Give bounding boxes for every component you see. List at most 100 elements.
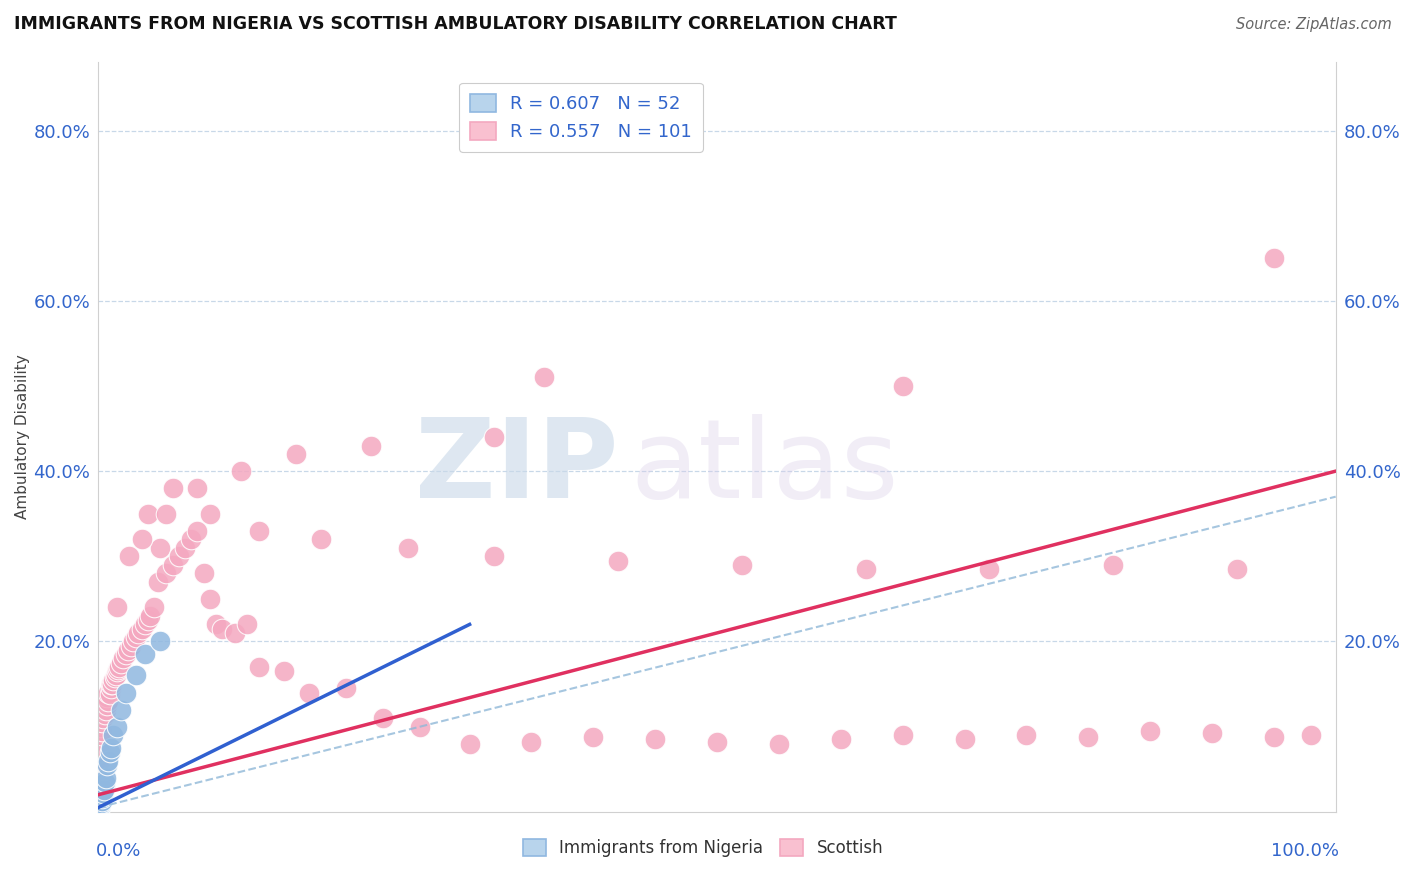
Point: [91, 788, 114, 802]
Point: [91, 706, 114, 721]
Point: [108, 660, 131, 674]
Point: [309, 533, 332, 547]
Point: [105, 664, 128, 678]
Point: [91, 789, 114, 803]
Point: [96, 698, 118, 713]
Point: [146, 574, 169, 589]
Point: [706, 735, 728, 749]
Point: [90, 720, 112, 734]
Point: [91, 790, 114, 805]
Point: [186, 524, 208, 538]
Point: [131, 533, 153, 547]
Point: [247, 524, 270, 538]
Point: [91, 787, 114, 801]
Point: [89, 797, 111, 812]
Point: [110, 702, 132, 716]
Point: [136, 507, 159, 521]
Point: [143, 600, 166, 615]
Point: [731, 558, 754, 572]
Point: [96, 690, 118, 704]
Point: [124, 668, 146, 682]
Point: [114, 647, 136, 661]
Text: atlas: atlas: [630, 414, 898, 521]
Point: [98, 745, 121, 759]
Point: [98, 687, 121, 701]
Point: [484, 430, 506, 444]
Point: [120, 639, 142, 653]
Point: [100, 677, 122, 691]
Point: [103, 728, 125, 742]
Point: [396, 541, 419, 555]
Point: [89, 754, 111, 768]
Point: [90, 796, 112, 810]
Point: [97, 685, 120, 699]
Point: [155, 507, 177, 521]
Point: [89, 798, 111, 813]
Point: [124, 630, 146, 644]
Legend: R = 0.607   N = 52, R = 0.557   N = 101: R = 0.607 N = 52, R = 0.557 N = 101: [460, 83, 703, 153]
Point: [93, 698, 115, 713]
Point: [174, 541, 197, 555]
Point: [93, 706, 115, 721]
Point: [273, 664, 295, 678]
Point: [104, 668, 127, 682]
Point: [91, 789, 114, 803]
Point: [979, 562, 1001, 576]
Point: [484, 549, 506, 564]
Point: [122, 634, 145, 648]
Legend: Immigrants from Nigeria, Scottish: Immigrants from Nigeria, Scottish: [516, 832, 890, 864]
Point: [1263, 730, 1285, 744]
Point: [582, 730, 605, 744]
Point: [136, 613, 159, 627]
Point: [953, 732, 976, 747]
Point: [87, 771, 110, 785]
Point: [891, 728, 914, 742]
Point: [285, 447, 308, 461]
Point: [96, 758, 118, 772]
Point: [97, 754, 120, 768]
Point: [193, 566, 215, 581]
Point: [360, 439, 382, 453]
Point: [89, 737, 111, 751]
Point: [131, 622, 153, 636]
Point: [93, 779, 115, 793]
Point: [103, 670, 125, 684]
Point: [162, 558, 184, 572]
Point: [134, 617, 156, 632]
Point: [520, 735, 543, 749]
Point: [93, 783, 115, 797]
Point: [533, 370, 555, 384]
Point: [89, 745, 111, 759]
Point: [90, 728, 112, 742]
Point: [162, 481, 184, 495]
Point: [830, 732, 852, 747]
Text: Source: ZipAtlas.com: Source: ZipAtlas.com: [1236, 17, 1392, 31]
Point: [93, 781, 115, 796]
Point: [93, 780, 115, 795]
Point: [409, 720, 432, 734]
Point: [134, 647, 156, 661]
Point: [112, 651, 135, 665]
Point: [103, 673, 125, 687]
Point: [91, 715, 114, 730]
Point: [224, 626, 246, 640]
Point: [458, 737, 481, 751]
Point: [100, 740, 122, 755]
Point: [89, 796, 111, 810]
Point: [94, 771, 117, 785]
Point: [1201, 726, 1223, 740]
Point: [247, 660, 270, 674]
Y-axis label: Ambulatory Disability: Ambulatory Disability: [14, 355, 30, 519]
Point: [118, 549, 141, 564]
Point: [90, 794, 112, 808]
Point: [93, 775, 115, 789]
Point: [127, 626, 149, 640]
Point: [87, 801, 110, 815]
Point: [93, 780, 115, 794]
Point: [205, 617, 228, 632]
Point: [90, 796, 112, 810]
Point: [93, 784, 115, 798]
Point: [93, 786, 115, 800]
Point: [93, 711, 115, 725]
Point: [1077, 730, 1099, 744]
